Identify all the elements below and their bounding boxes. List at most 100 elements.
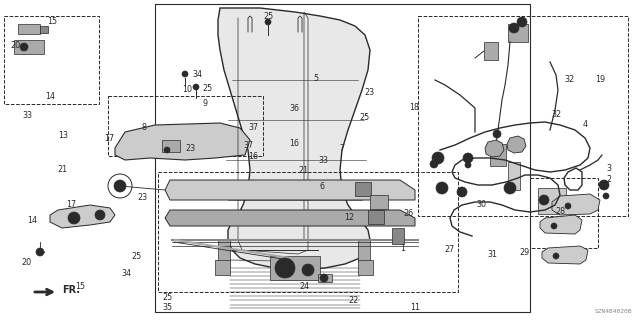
Circle shape <box>599 180 609 190</box>
Text: 26: 26 <box>403 209 413 218</box>
Text: 17: 17 <box>104 133 114 142</box>
Bar <box>108 96 263 156</box>
Text: 25: 25 <box>131 252 141 261</box>
Text: 11: 11 <box>410 303 420 312</box>
Text: 21: 21 <box>298 166 308 175</box>
Circle shape <box>430 160 438 168</box>
Polygon shape <box>50 205 115 228</box>
Circle shape <box>517 17 527 27</box>
Circle shape <box>493 130 501 138</box>
Text: 25: 25 <box>163 293 173 302</box>
Polygon shape <box>115 123 250 160</box>
Circle shape <box>20 43 28 51</box>
Text: 22: 22 <box>349 296 359 305</box>
Bar <box>318 274 332 282</box>
Text: 20: 20 <box>10 41 20 50</box>
Bar <box>368 210 384 224</box>
Text: 5: 5 <box>314 74 319 83</box>
Text: 35: 35 <box>163 303 173 312</box>
Bar <box>370 195 388 209</box>
Bar <box>40 26 48 33</box>
Text: 34: 34 <box>192 69 202 78</box>
Text: 21: 21 <box>58 165 68 174</box>
Bar <box>162 140 180 152</box>
Text: 24: 24 <box>300 282 310 291</box>
Text: 14: 14 <box>27 216 37 225</box>
Circle shape <box>114 180 126 192</box>
Circle shape <box>603 193 609 199</box>
Circle shape <box>265 19 271 25</box>
Circle shape <box>551 223 557 229</box>
Polygon shape <box>540 215 582 234</box>
Text: 23: 23 <box>138 193 148 202</box>
Text: 18: 18 <box>410 103 420 112</box>
Text: 16: 16 <box>248 152 259 161</box>
Polygon shape <box>507 136 526 153</box>
Text: 17: 17 <box>66 200 76 209</box>
Text: 29: 29 <box>520 248 530 257</box>
Circle shape <box>460 190 464 194</box>
Circle shape <box>457 187 467 197</box>
Bar <box>355 182 371 196</box>
Text: 9: 9 <box>202 99 207 108</box>
Text: 25: 25 <box>202 84 212 92</box>
Text: FR.: FR. <box>62 285 80 295</box>
Bar <box>392 228 404 244</box>
Text: 27: 27 <box>445 245 455 254</box>
Bar <box>218 240 230 262</box>
Circle shape <box>68 212 80 224</box>
Text: 3: 3 <box>607 164 612 173</box>
Circle shape <box>465 162 471 168</box>
Polygon shape <box>165 210 415 226</box>
Circle shape <box>504 182 516 194</box>
Text: 10: 10 <box>182 85 193 94</box>
Bar <box>215 260 230 275</box>
Text: 20: 20 <box>21 258 31 267</box>
Circle shape <box>565 203 571 209</box>
Text: 6: 6 <box>320 182 325 191</box>
Circle shape <box>436 182 448 194</box>
Bar <box>358 240 370 262</box>
Bar <box>158 172 458 292</box>
Circle shape <box>490 146 498 154</box>
Polygon shape <box>542 246 588 264</box>
Text: 2: 2 <box>607 175 612 184</box>
Circle shape <box>36 248 44 256</box>
Text: 13: 13 <box>58 131 68 140</box>
Circle shape <box>182 71 188 77</box>
Text: SZN4B4020B: SZN4B4020B <box>595 309 632 314</box>
Text: 32: 32 <box>564 75 575 84</box>
Circle shape <box>164 147 170 153</box>
Circle shape <box>193 84 199 90</box>
Text: 1: 1 <box>400 244 405 252</box>
Bar <box>508 162 520 190</box>
Bar <box>530 178 598 248</box>
Text: 15: 15 <box>47 17 57 26</box>
Polygon shape <box>552 194 600 215</box>
Bar <box>508 24 528 42</box>
Text: 33: 33 <box>318 156 328 164</box>
Bar <box>538 188 566 214</box>
Text: 37: 37 <box>248 123 259 132</box>
Text: 23: 23 <box>365 88 375 97</box>
Text: 8: 8 <box>141 123 147 132</box>
Text: 25: 25 <box>360 113 370 122</box>
Circle shape <box>95 210 105 220</box>
Circle shape <box>320 274 328 282</box>
Text: 23: 23 <box>185 143 195 153</box>
Text: 12: 12 <box>344 213 355 222</box>
Bar <box>490 144 506 166</box>
Circle shape <box>553 253 559 259</box>
Polygon shape <box>218 8 370 270</box>
Circle shape <box>539 195 549 205</box>
Text: 25: 25 <box>263 12 273 20</box>
Polygon shape <box>165 180 415 200</box>
Bar <box>358 260 373 275</box>
Bar <box>484 42 498 60</box>
Text: 33: 33 <box>22 111 33 120</box>
Text: 4: 4 <box>582 120 588 129</box>
Text: 30: 30 <box>477 200 487 209</box>
Text: 36: 36 <box>289 104 300 113</box>
Text: 31: 31 <box>488 250 498 259</box>
Bar <box>14 40 44 54</box>
